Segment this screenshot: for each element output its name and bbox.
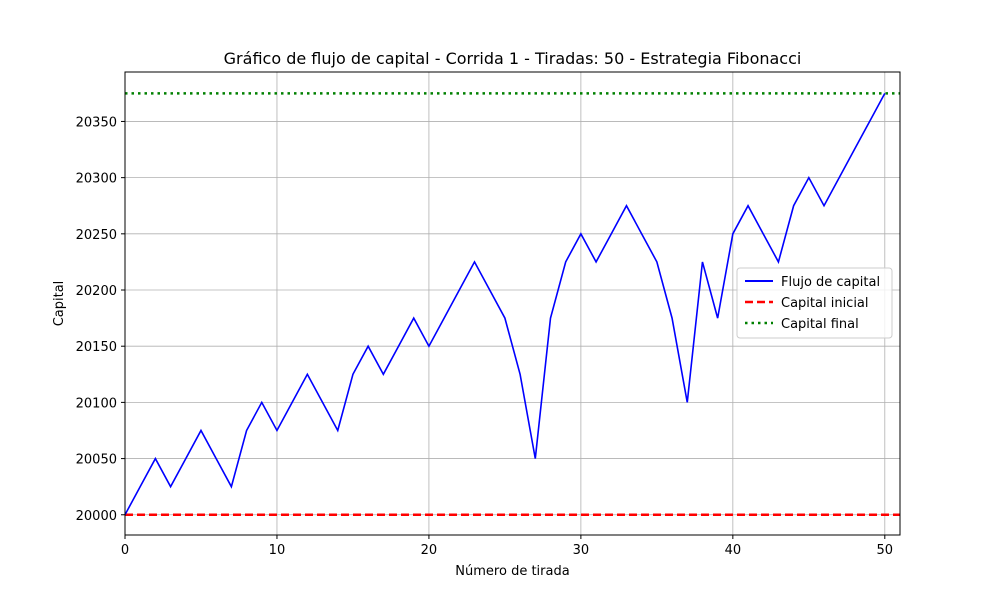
legend-label-flujo: Flujo de capital bbox=[781, 275, 880, 290]
legend-label-inicial: Capital inicial bbox=[781, 296, 869, 311]
flujo-de-capital-line bbox=[124, 92, 886, 516]
y-axis-title: Capital bbox=[52, 281, 67, 327]
x-axis-ticks: 0 10 20 30 40 50 bbox=[121, 535, 893, 558]
x-tick-label: 40 bbox=[725, 543, 742, 558]
x-tick-label: 20 bbox=[421, 543, 438, 558]
y-tick-label: 20350 bbox=[76, 115, 117, 130]
y-tick-label: 20150 bbox=[76, 340, 117, 355]
y-tick-label: 20100 bbox=[76, 396, 117, 411]
x-tick-label: 10 bbox=[269, 543, 286, 558]
legend-label-final: Capital final bbox=[781, 317, 859, 332]
legend: Flujo de capital Capital inicial Capital… bbox=[736, 267, 893, 339]
y-tick-label: 20000 bbox=[76, 509, 117, 524]
y-tick-label: 20200 bbox=[76, 284, 117, 299]
x-tick-label: 0 bbox=[121, 543, 129, 558]
x-tick-label: 30 bbox=[573, 543, 590, 558]
plot-frame bbox=[124, 71, 901, 536]
y-tick-label: 20300 bbox=[76, 172, 117, 187]
y-tick-label: 20050 bbox=[76, 453, 117, 468]
legend-box bbox=[736, 267, 893, 339]
chart-title: Gráfico de flujo de capital - Corrida 1 … bbox=[224, 49, 802, 68]
x-tick-label: 50 bbox=[877, 543, 894, 558]
reference-lines bbox=[125, 92, 900, 517]
series-layer bbox=[124, 92, 886, 516]
y-tick-label: 20250 bbox=[76, 228, 117, 243]
x-axis-title: Número de tirada bbox=[455, 564, 569, 579]
y-axis-ticks: 20000 20050 20100 20150 20200 20250 20300 20350 bbox=[76, 115, 125, 524]
